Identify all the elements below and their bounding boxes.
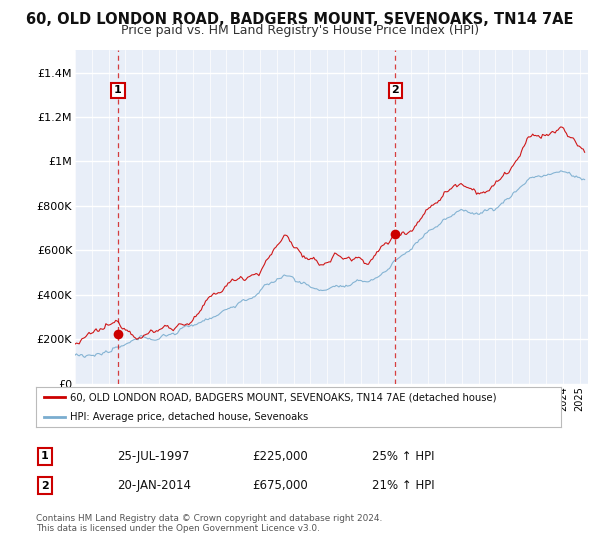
Text: Contains HM Land Registry data © Crown copyright and database right 2024.
This d: Contains HM Land Registry data © Crown c… <box>36 514 382 534</box>
Text: 60, OLD LONDON ROAD, BADGERS MOUNT, SEVENOAKS, TN14 7AE: 60, OLD LONDON ROAD, BADGERS MOUNT, SEVE… <box>26 12 574 27</box>
Text: £225,000: £225,000 <box>252 450 308 463</box>
Text: 21% ↑ HPI: 21% ↑ HPI <box>372 479 434 492</box>
Text: 1: 1 <box>41 451 49 461</box>
Text: 2: 2 <box>41 480 49 491</box>
Text: 25% ↑ HPI: 25% ↑ HPI <box>372 450 434 463</box>
Text: 2: 2 <box>392 85 399 95</box>
Text: 1: 1 <box>114 85 122 95</box>
Text: HPI: Average price, detached house, Sevenoaks: HPI: Average price, detached house, Seve… <box>70 412 308 422</box>
Text: 60, OLD LONDON ROAD, BADGERS MOUNT, SEVENOAKS, TN14 7AE (detached house): 60, OLD LONDON ROAD, BADGERS MOUNT, SEVE… <box>70 392 497 402</box>
Text: 25-JUL-1997: 25-JUL-1997 <box>117 450 190 463</box>
Text: £675,000: £675,000 <box>252 479 308 492</box>
Text: 20-JAN-2014: 20-JAN-2014 <box>117 479 191 492</box>
Text: Price paid vs. HM Land Registry's House Price Index (HPI): Price paid vs. HM Land Registry's House … <box>121 24 479 36</box>
